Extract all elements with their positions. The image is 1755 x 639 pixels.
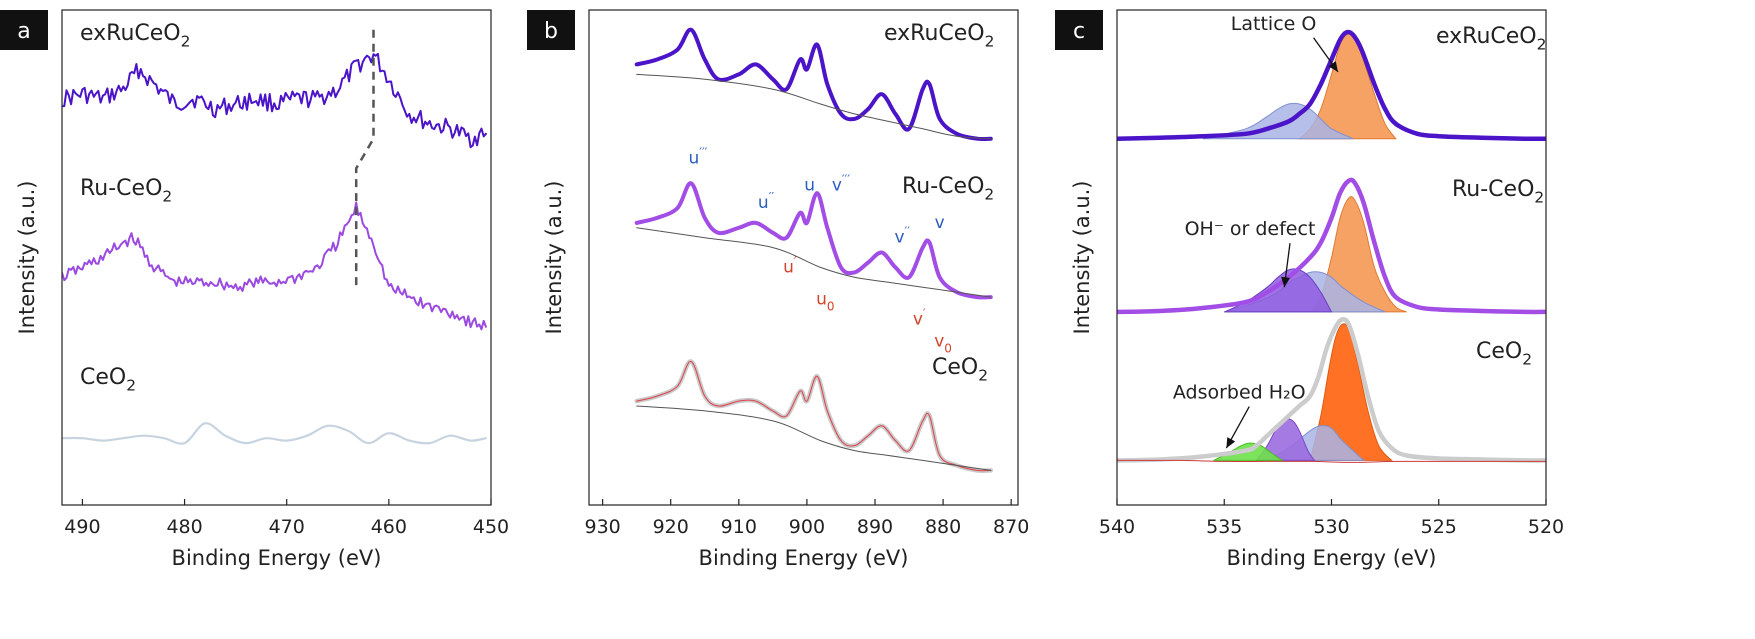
series-label: Ru-CeO2 [1452,177,1544,207]
series-label: exRuCeO2 [1436,24,1546,54]
series-label: Ru-CeO2 [902,174,994,204]
x-tick-label: 450 [473,516,509,538]
series-line-1 [1117,177,1546,315]
series-label: CeO2 [932,355,988,385]
annotation-label: Lattice O [1231,13,1317,35]
plot-area [1117,29,1546,463]
series-label: exRuCeO2 [884,21,994,51]
series-line-1 [634,181,993,300]
axes-frame [61,9,492,506]
panel-label-badge [1055,10,1103,50]
series-label: CeO2 [80,365,136,395]
annotation-label: OH⁻ or defect [1185,218,1316,240]
fit-component-1 [1202,102,1354,140]
peak-label: u0 [816,290,834,314]
x-tick-label: 480 [166,516,202,538]
panel-label-badge [0,10,48,50]
x-tick-label: 530 [1313,516,1349,538]
series-line-5 [636,227,992,298]
panel-label: c [1073,19,1085,44]
panel-label: a [17,19,30,44]
series-label: CeO2 [1476,339,1532,369]
plot-area [62,29,487,445]
x-axis-label: Binding Energy (eV) [1227,546,1437,570]
x-tick-label: 930 [584,516,620,538]
x-tick-label: 460 [371,516,407,538]
x-tick-label: 900 [789,516,825,538]
x-axis-label: Binding Energy (eV) [172,546,382,570]
x-tick-label: 870 [993,516,1029,538]
y-axis-label: Intensity (a.u.) [15,181,39,335]
x-tick-label: 525 [1421,516,1457,538]
series-line-4 [636,73,992,140]
axes-frame [588,9,1019,506]
series-label: exRuCeO2 [80,21,190,51]
peak-label: v [935,213,945,233]
panel-label: b [544,19,558,44]
fit-component-5 [1309,323,1393,461]
x-tick-label: 890 [857,516,893,538]
peak-shift-marker [354,29,375,288]
peak-label: u [804,176,815,196]
peak-label: v′′ [894,225,910,248]
series-line-6 [636,405,992,471]
annotation-arrowhead [1226,437,1236,449]
x-tick-label: 910 [721,516,757,538]
peak-label: u′′′ [688,145,707,168]
series-line-3 [636,361,992,472]
x-tick-label: 520 [1528,516,1564,538]
panel-label-badge [527,10,575,50]
series-line-3 [1117,459,1546,463]
annotation-arrowhead [1281,276,1291,288]
series-line-1 [62,201,487,331]
series-line-0 [1117,29,1546,142]
annotation-label: Adsorbed H₂O [1173,382,1306,404]
peak-label: u′ [783,254,797,277]
series-label: Ru-CeO2 [80,176,172,206]
panel-b: b 930 920 910 900 890 880 870 Binding Energy (eV… [527,9,1029,570]
x-tick-label: 470 [269,516,305,538]
peak-label: v0 [934,332,952,356]
series-line-2 [62,422,487,445]
x-axis-label: Binding Energy (eV) [699,546,909,570]
y-axis-label: Intensity (a.u.) [1070,181,1094,335]
peak-label: u′′ [758,190,775,213]
x-tick-label: 920 [653,516,689,538]
annotation-arrowhead [1328,61,1338,72]
series-line-0 [62,52,487,149]
x-tick-label: 490 [64,516,100,538]
fit-component-7 [1255,417,1316,461]
series-line-2 [1117,317,1546,463]
panel-c: c 540 535 530 525 520 Binding Energy (eV) Inten… [1055,9,1564,570]
x-tick-label: 880 [925,516,961,538]
panel-a: a 490 480 470 460 450 Binding Energy (eV) Inten… [0,9,509,570]
x-tick-label: 540 [1099,516,1135,538]
peak-label: v′′′ [832,173,851,196]
plot-area [634,27,994,474]
peak-label: v′ [913,306,926,329]
series-line-0 [634,27,993,142]
x-tick-label: 535 [1206,516,1242,538]
y-axis-label: Intensity (a.u.) [542,181,566,335]
